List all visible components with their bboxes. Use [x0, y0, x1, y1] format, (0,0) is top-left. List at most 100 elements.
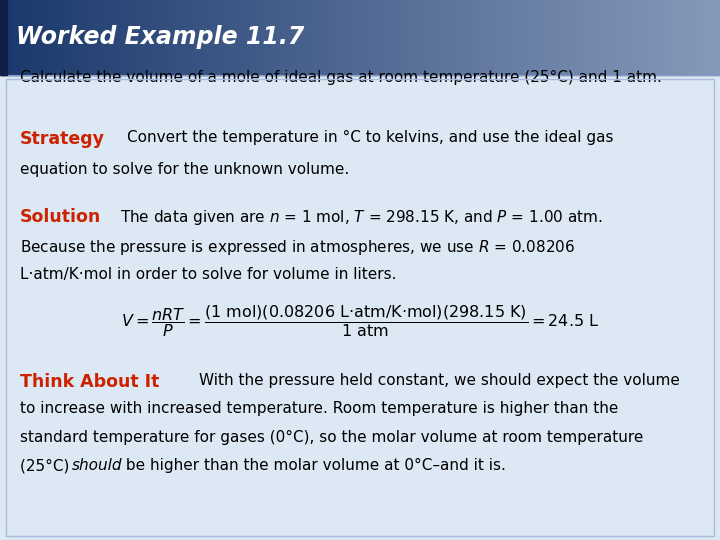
Bar — [444, 0, 448, 75]
Bar — [50, 0, 54, 75]
Text: Solution: Solution — [20, 208, 102, 226]
Bar — [639, 0, 642, 75]
Bar — [396, 0, 400, 75]
Bar — [535, 0, 539, 75]
Bar — [293, 0, 297, 75]
Bar — [65, 0, 68, 75]
Bar — [454, 0, 457, 75]
Bar — [300, 0, 304, 75]
Bar — [463, 0, 467, 75]
Bar — [667, 0, 671, 75]
Bar — [439, 0, 443, 75]
Bar — [211, 0, 215, 75]
Bar — [223, 0, 227, 75]
Bar — [485, 0, 489, 75]
Bar — [351, 0, 354, 75]
Bar — [583, 0, 587, 75]
Bar — [235, 0, 239, 75]
Bar — [660, 0, 664, 75]
Bar — [418, 0, 421, 75]
Bar — [156, 0, 160, 75]
Bar — [315, 0, 318, 75]
Bar — [531, 0, 534, 75]
Bar — [243, 0, 246, 75]
Bar — [163, 0, 167, 75]
Bar — [202, 0, 205, 75]
Bar — [245, 0, 248, 75]
Bar — [653, 0, 657, 75]
Bar — [523, 0, 527, 75]
Bar — [384, 0, 388, 75]
Bar — [286, 0, 289, 75]
Bar — [322, 0, 325, 75]
Bar — [415, 0, 419, 75]
Bar — [401, 0, 405, 75]
Bar — [646, 0, 649, 75]
Bar — [214, 0, 217, 75]
Bar — [437, 0, 441, 75]
Bar — [470, 0, 474, 75]
Bar — [38, 0, 42, 75]
Bar — [374, 0, 378, 75]
Bar — [459, 0, 462, 75]
Bar — [250, 0, 253, 75]
Text: standard temperature for gases (0°C), so the molar volume at room temperature: standard temperature for gases (0°C), so… — [20, 430, 644, 445]
Bar — [247, 0, 251, 75]
Bar — [614, 0, 618, 75]
Bar — [358, 0, 361, 75]
Bar — [113, 0, 117, 75]
Bar — [74, 0, 78, 75]
Bar — [636, 0, 640, 75]
Bar — [346, 0, 349, 75]
Bar — [466, 0, 469, 75]
Bar — [425, 0, 428, 75]
Bar — [142, 0, 145, 75]
Bar — [27, 0, 30, 75]
Bar — [547, 0, 551, 75]
Bar — [331, 0, 335, 75]
Bar — [552, 0, 556, 75]
Bar — [238, 0, 241, 75]
Bar — [341, 0, 345, 75]
Bar — [571, 0, 575, 75]
Bar — [441, 0, 446, 75]
Bar — [254, 0, 258, 75]
Bar — [410, 0, 414, 75]
Bar — [398, 0, 402, 75]
Text: be higher than the molar volume at 0°C–and it is.: be higher than the molar volume at 0°C–a… — [121, 458, 506, 474]
Bar — [521, 0, 525, 75]
Bar — [686, 0, 690, 75]
Text: The data given are $n$ = 1 mol, $T$ = 298.15 K, and $P$ = 1.00 atm.: The data given are $n$ = 1 mol, $T$ = 29… — [120, 208, 603, 227]
Bar — [187, 0, 191, 75]
Bar — [569, 0, 572, 75]
Bar — [63, 0, 66, 75]
Bar — [197, 0, 201, 75]
Bar — [168, 0, 172, 75]
Bar — [449, 0, 453, 75]
Bar — [94, 0, 97, 75]
Bar — [682, 0, 685, 75]
Bar — [240, 0, 244, 75]
Bar — [413, 0, 417, 75]
Bar — [139, 0, 143, 75]
Bar — [259, 0, 263, 75]
Bar — [631, 0, 635, 75]
Bar — [307, 0, 311, 75]
Bar — [158, 0, 162, 75]
Text: to increase with increased temperature. Room temperature is higher than the: to increase with increased temperature. … — [20, 401, 618, 416]
Text: Strategy: Strategy — [20, 130, 105, 147]
Bar — [672, 0, 676, 75]
Bar — [221, 0, 225, 75]
Bar — [24, 0, 28, 75]
Bar — [665, 0, 669, 75]
Bar — [149, 0, 153, 75]
Bar — [603, 0, 606, 75]
Bar — [194, 0, 198, 75]
Bar — [225, 0, 230, 75]
Bar — [430, 0, 433, 75]
Bar — [338, 0, 342, 75]
Bar — [189, 0, 194, 75]
Bar — [377, 0, 381, 75]
Bar — [103, 0, 107, 75]
Bar — [343, 0, 347, 75]
